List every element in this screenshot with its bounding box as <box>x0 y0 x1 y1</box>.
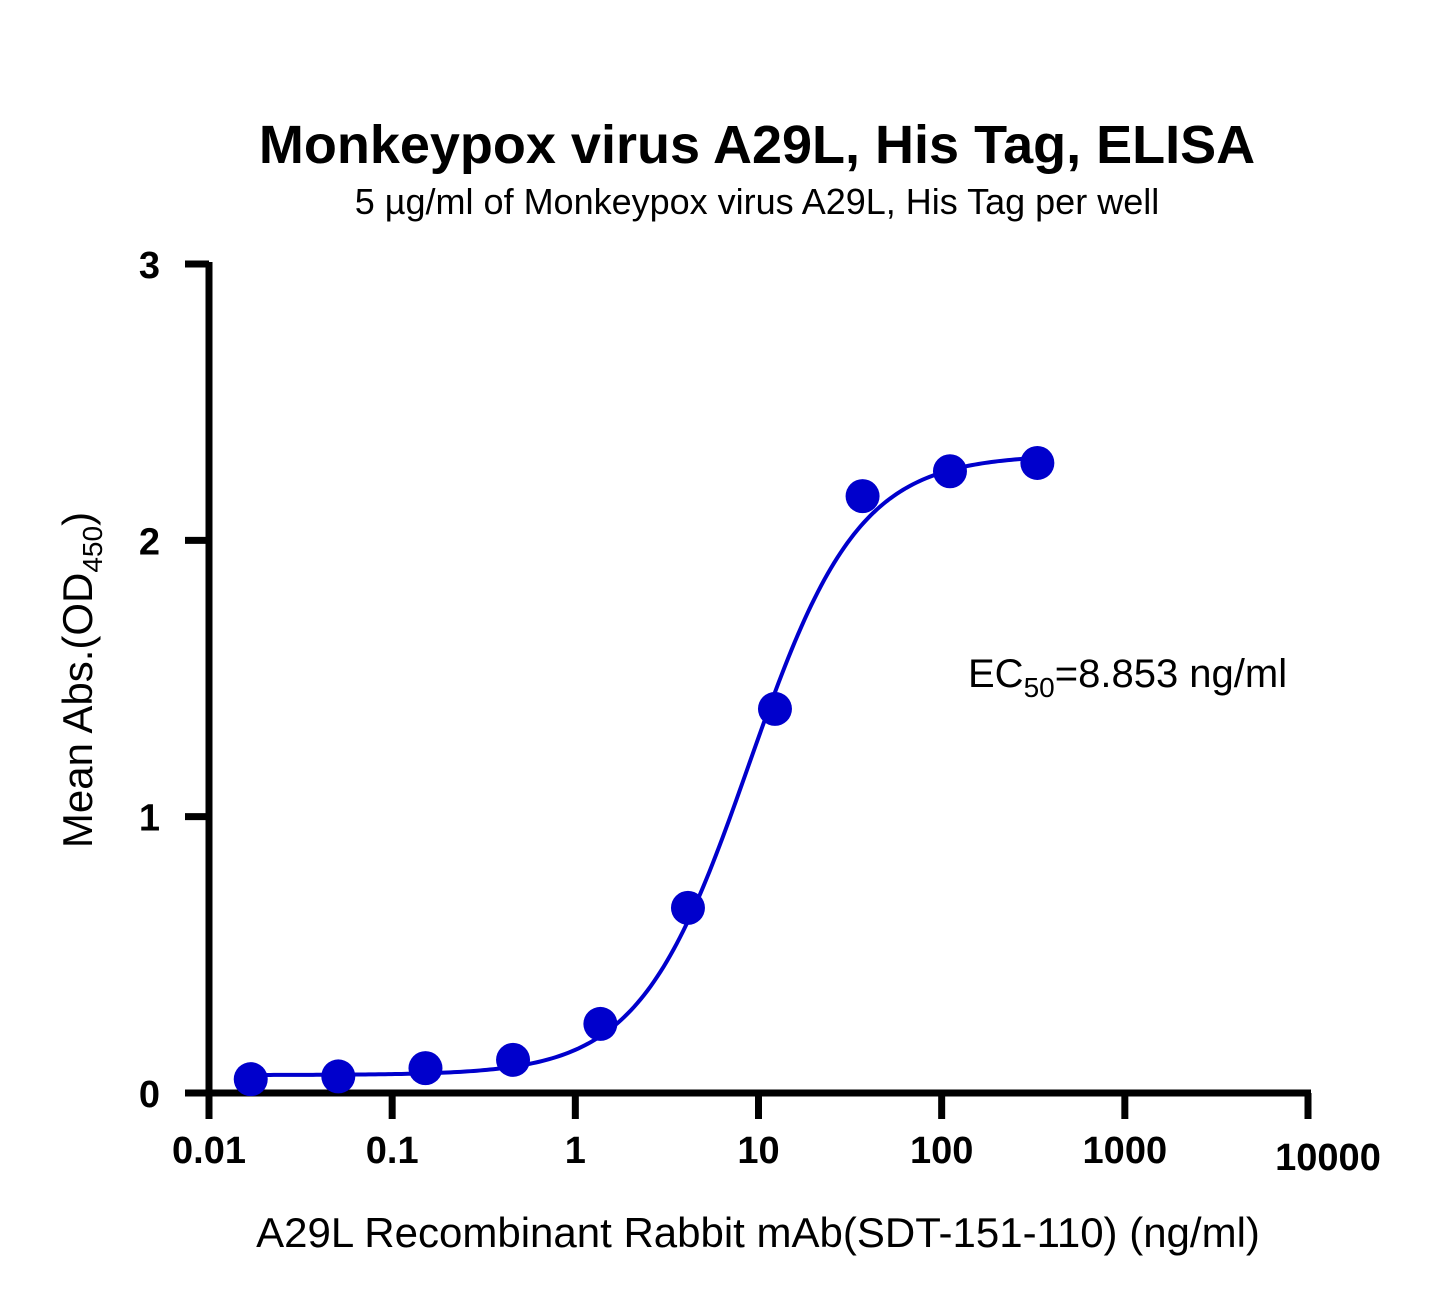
data-point <box>757 691 792 726</box>
ec50-annotation: EC50=8.853 ng/ml <box>968 652 1287 703</box>
y-tick-label: 3 <box>139 245 160 287</box>
ec50-prefix: EC <box>968 652 1024 696</box>
y-ticks: 0 1 2 3 <box>139 245 209 1116</box>
data-point <box>670 890 705 925</box>
x-tick-label: 0.1 <box>366 1130 419 1172</box>
data-point <box>408 1051 443 1086</box>
y-tick-label: 0 <box>139 1074 160 1116</box>
data-point <box>932 454 967 489</box>
x-axis-label: A29L Recombinant Rabbit mAb(SDT-151-110)… <box>256 1209 1260 1256</box>
data-point <box>1020 445 1055 480</box>
x-tick-label: 1000 <box>1083 1130 1168 1172</box>
data-point <box>496 1042 531 1077</box>
fit-curve <box>250 455 1038 1077</box>
chart-title: Monkeypox virus A29L, His Tag, ELISA <box>259 115 1255 175</box>
data-point <box>845 479 880 514</box>
y-axis-label-main: Mean Abs.(OD <box>54 573 101 848</box>
ec50-value: =8.853 ng/ml <box>1055 652 1287 696</box>
x-tick-label: 10000 <box>1275 1137 1381 1179</box>
data-point <box>233 1062 268 1097</box>
data-point <box>583 1006 618 1041</box>
data-points <box>233 445 1055 1097</box>
y-axis-label-end: ) <box>54 512 101 526</box>
x-tick-label: 1 <box>565 1130 586 1172</box>
x-tick-label: 0.01 <box>172 1130 246 1172</box>
x-tick-label: 10 <box>737 1130 779 1172</box>
chart-subtitle: 5 µg/ml of Monkeypox virus A29L, His Tag… <box>355 181 1159 222</box>
data-point <box>321 1059 356 1094</box>
ec50-subscript: 50 <box>1024 672 1055 703</box>
y-tick-label: 1 <box>139 798 160 840</box>
y-axis-label-subscript: 450 <box>77 526 108 573</box>
y-axis-label: Mean Abs.(OD450) <box>54 512 108 848</box>
x-tick-label: 100 <box>910 1130 973 1172</box>
x-ticks: 0.01 0.1 1 10 100 1000 10000 <box>172 1093 1381 1179</box>
y-tick-label: 2 <box>139 521 160 563</box>
